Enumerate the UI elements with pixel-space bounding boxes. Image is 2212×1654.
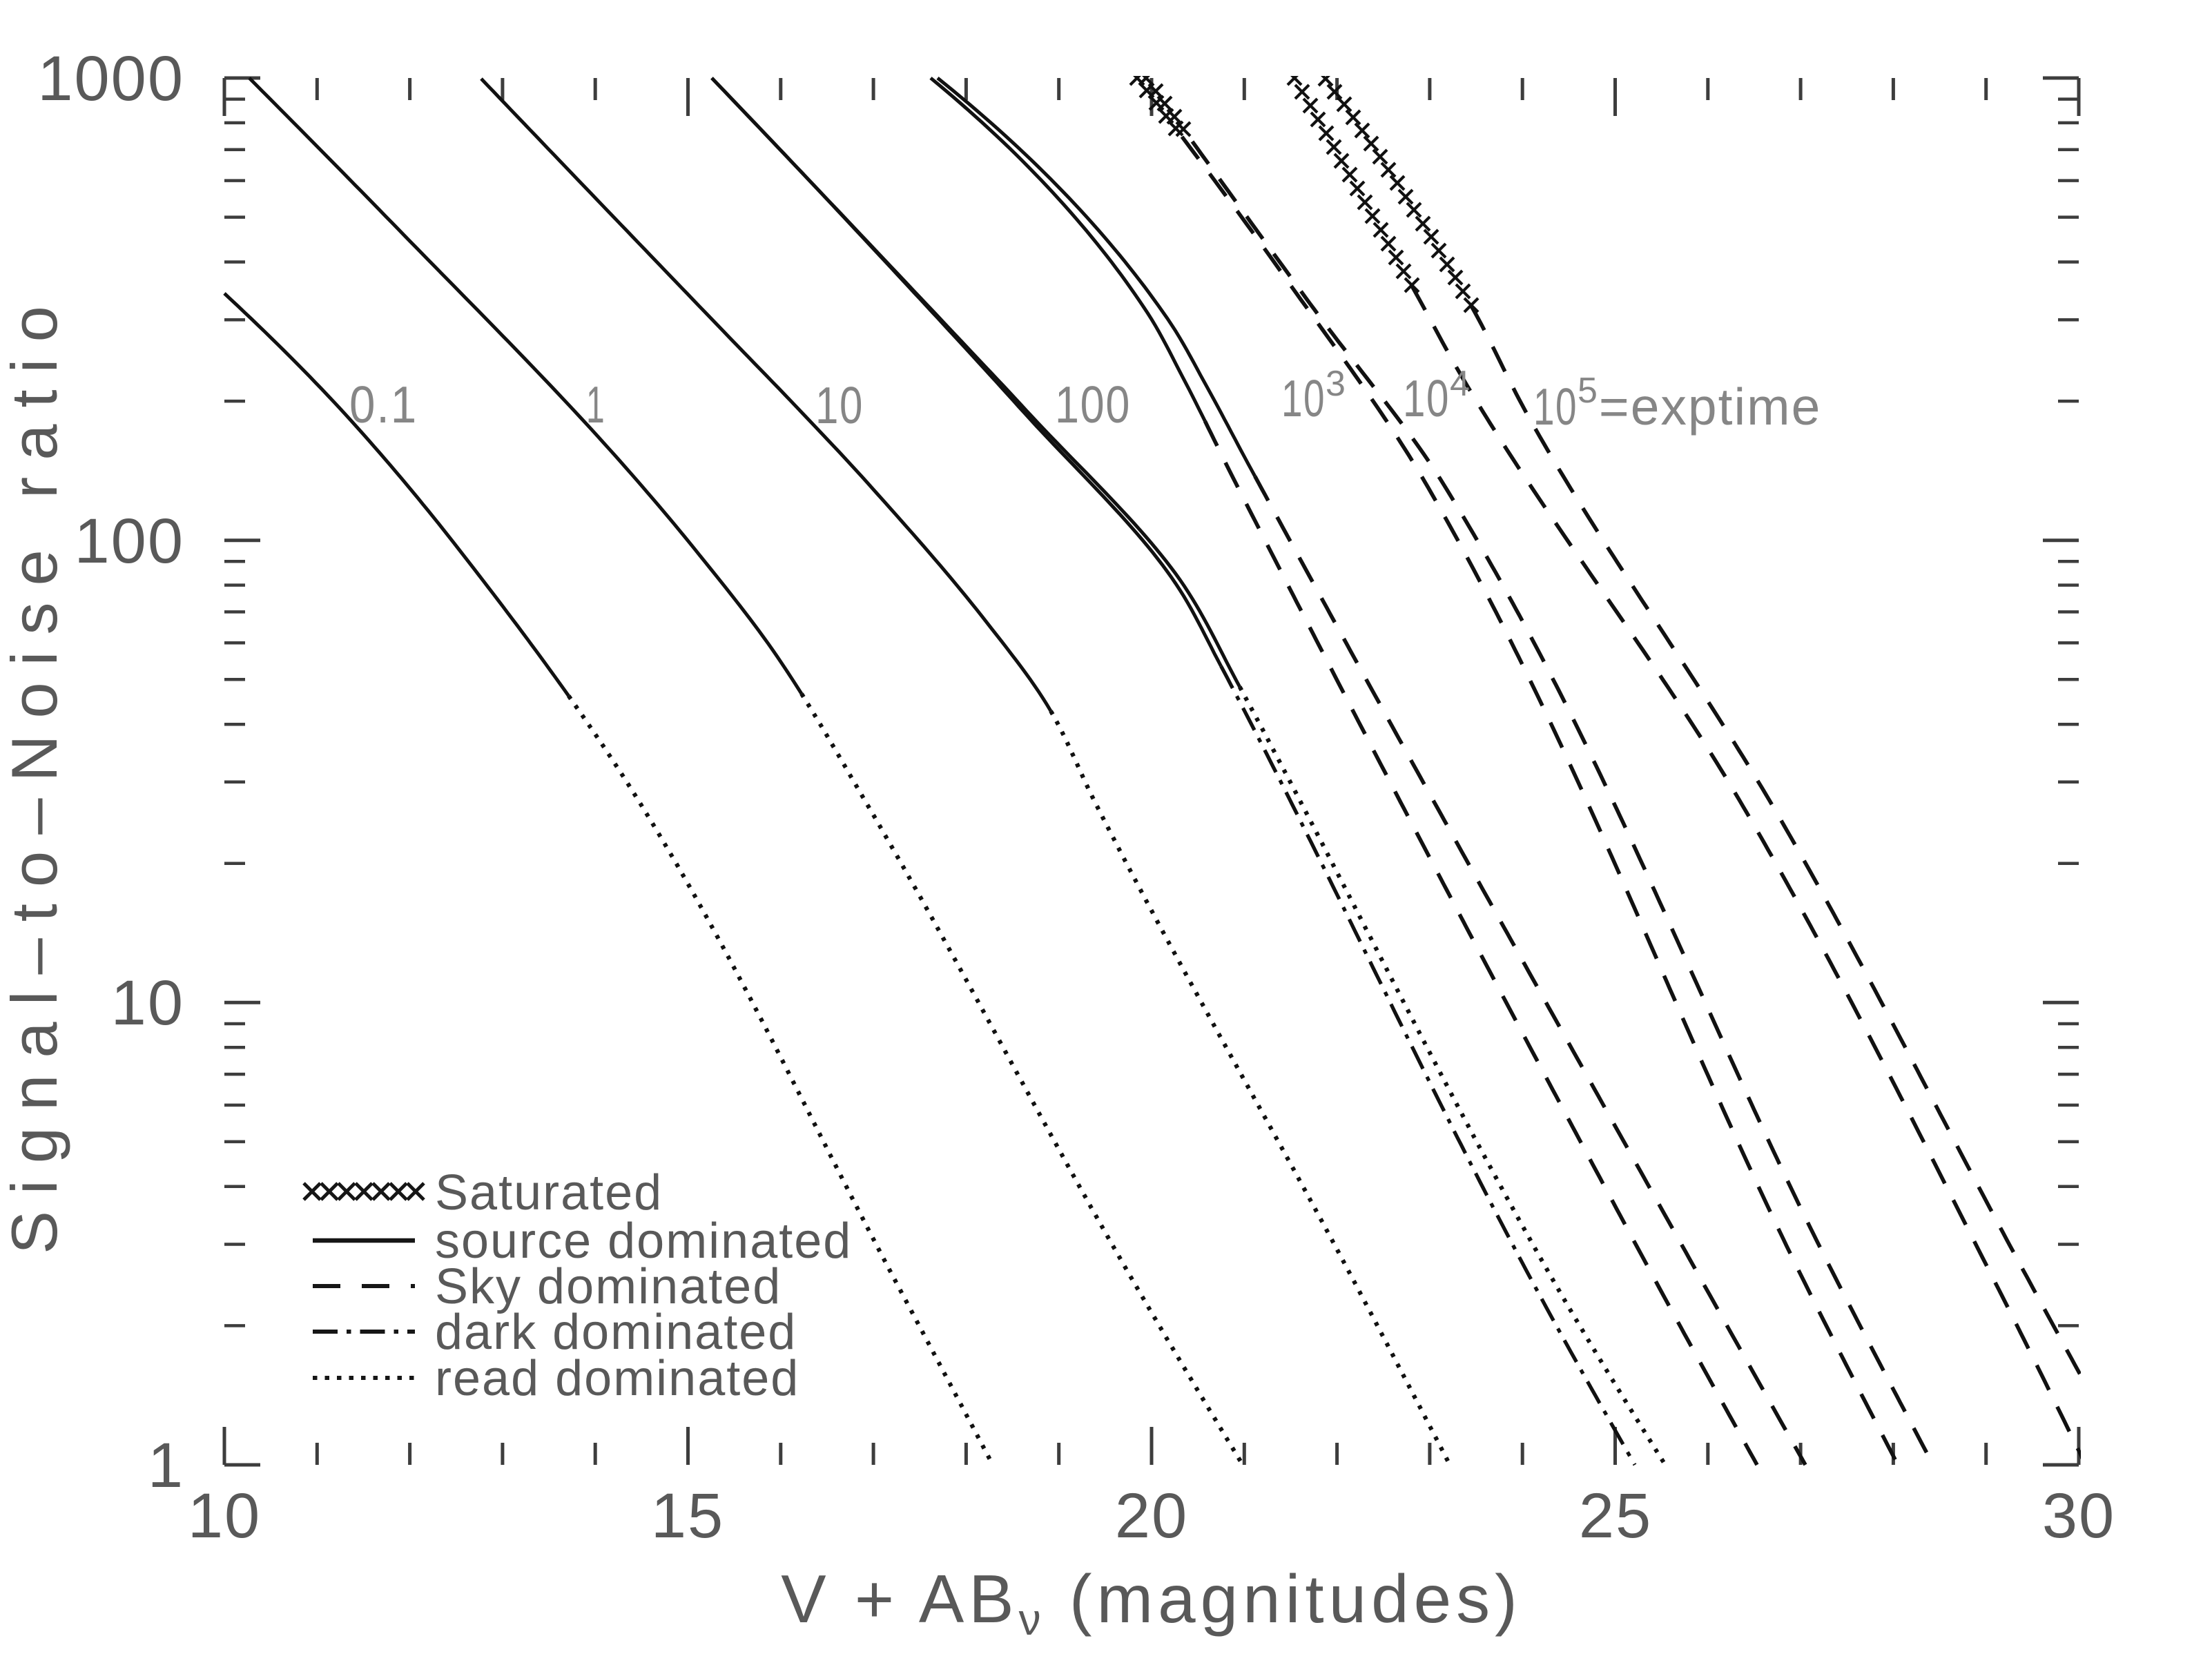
svg-text:Saturated: Saturated bbox=[435, 1165, 663, 1220]
svg-text:103: 103 bbox=[1281, 364, 1347, 427]
svg-text:20: 20 bbox=[1115, 1481, 1188, 1551]
svg-text:10: 10 bbox=[111, 968, 184, 1038]
svg-text:1: 1 bbox=[586, 376, 605, 434]
svg-text:25: 25 bbox=[1579, 1481, 1652, 1551]
svg-text:10: 10 bbox=[188, 1481, 261, 1551]
svg-text:0.1: 0.1 bbox=[349, 376, 418, 434]
svg-text:105=exptime: 105=exptime bbox=[1533, 371, 1821, 436]
svg-text:30: 30 bbox=[2042, 1481, 2115, 1551]
svg-text:100: 100 bbox=[1055, 376, 1131, 434]
svg-text:read dominated: read dominated bbox=[435, 1351, 799, 1406]
svg-text:1000: 1000 bbox=[37, 43, 184, 114]
svg-text:1: 1 bbox=[148, 1430, 184, 1501]
svg-text:Signal–to–Noise ratio: Signal–to–Noise ratio bbox=[0, 289, 70, 1254]
svg-text:15: 15 bbox=[651, 1481, 724, 1551]
svg-text:10: 10 bbox=[815, 376, 864, 434]
svg-text:dark dominated: dark dominated bbox=[435, 1305, 797, 1360]
svg-text:V + ABν (magnitudes): V + ABν (magnitudes) bbox=[781, 1561, 1522, 1644]
svg-text:Sky dominated: Sky dominated bbox=[435, 1259, 782, 1314]
svg-text:source dominated: source dominated bbox=[435, 1214, 852, 1269]
svg-text:104: 104 bbox=[1403, 364, 1471, 427]
svg-text:100: 100 bbox=[75, 506, 185, 576]
